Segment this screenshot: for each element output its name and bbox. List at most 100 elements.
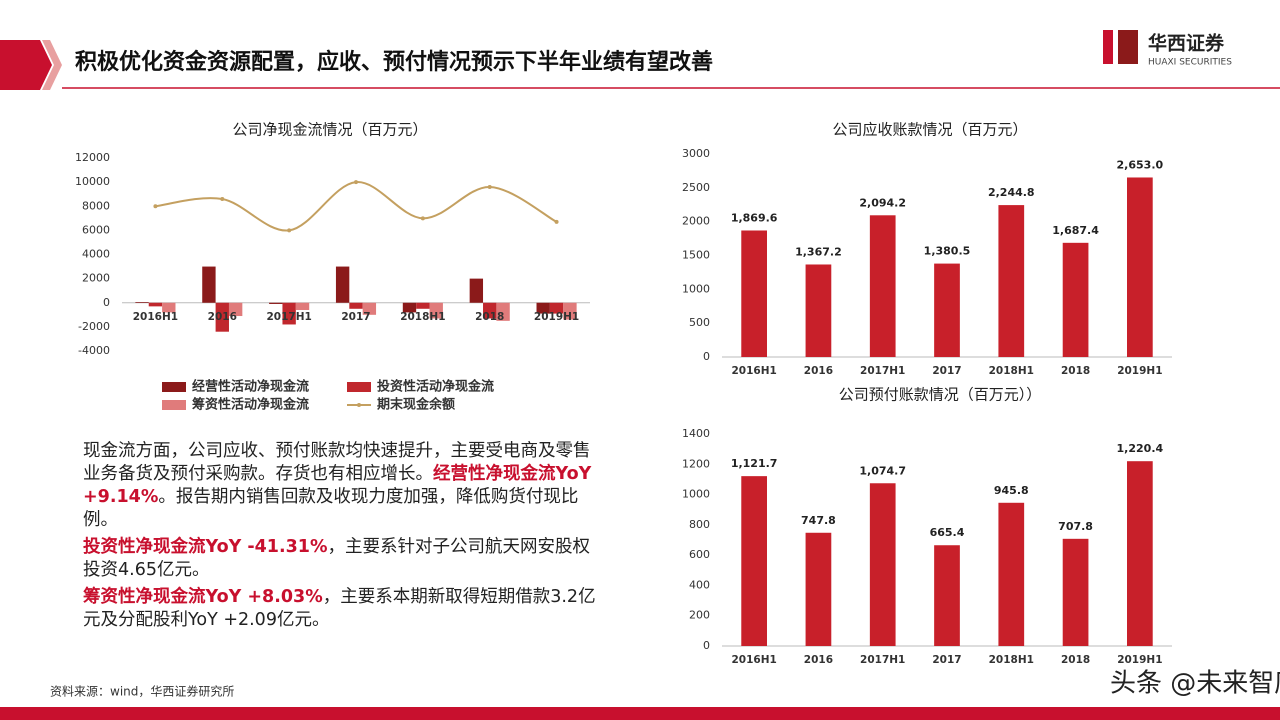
y-tick-label: 1000 bbox=[682, 488, 710, 501]
legend-label: 投资性活动净现金流 bbox=[377, 379, 494, 395]
legend-swatch bbox=[357, 403, 361, 407]
bar bbox=[563, 302, 577, 320]
y-tick-label: 2000 bbox=[82, 272, 110, 285]
x-tick-label: 2018H1 bbox=[400, 311, 445, 323]
y-tick-label: 0 bbox=[703, 639, 710, 652]
value-label: 945.8 bbox=[994, 484, 1029, 497]
value-label: 1,367.2 bbox=[795, 245, 842, 258]
bar bbox=[282, 302, 296, 325]
header-tab-accent bbox=[42, 40, 62, 90]
bar bbox=[549, 302, 564, 314]
bar bbox=[536, 302, 550, 314]
bar bbox=[335, 266, 350, 303]
x-tick-label: 2018H1 bbox=[989, 365, 1034, 377]
y-tick-label: 1400 bbox=[682, 427, 710, 440]
highlight-text: 投资性净现金流YoY -41.31% bbox=[83, 537, 328, 557]
y-tick-label: 200 bbox=[689, 609, 710, 622]
bar bbox=[934, 263, 960, 357]
y-tick-label: 500 bbox=[689, 316, 710, 329]
y-tick-label: 4000 bbox=[82, 248, 110, 261]
value-label: 1,869.6 bbox=[731, 211, 778, 224]
body-text: 现金流方面，公司应收、预付账款均快速提升，主要受电商及零售业务备货及预付采购款。… bbox=[83, 440, 603, 636]
x-tick-label: 2018H1 bbox=[989, 654, 1034, 666]
x-tick-label: 2018 bbox=[1061, 654, 1090, 666]
value-label: 2,653.0 bbox=[1117, 158, 1164, 171]
legend-label: 经营性活动净现金流 bbox=[192, 379, 309, 395]
bar bbox=[805, 532, 832, 646]
y-tick-label: 6000 bbox=[82, 223, 110, 236]
paragraph: 现金流方面，公司应收、预付账款均快速提升，主要受电商及零售业务备货及预付采购款。… bbox=[83, 440, 603, 532]
value-label: 1,687.4 bbox=[1052, 224, 1099, 237]
text-run: ，主要系本期新取得短期借款3.2亿元及分配股利YoY +2.09亿元。 bbox=[83, 587, 596, 630]
y-tick-label: 1200 bbox=[682, 457, 710, 470]
bar bbox=[162, 302, 176, 313]
paragraph: 筹资性净现金流YoY +8.03%，主要系本期新取得短期借款3.2亿元及分配股利… bbox=[83, 586, 603, 632]
bar bbox=[483, 302, 497, 319]
value-label: 707.8 bbox=[1058, 520, 1093, 533]
y-tick-label: 2500 bbox=[682, 181, 710, 194]
header-tab bbox=[0, 40, 52, 90]
y-tick-label: 8000 bbox=[82, 199, 110, 212]
bar bbox=[934, 545, 960, 646]
x-tick-label: 2017 bbox=[341, 311, 370, 323]
bar bbox=[269, 302, 283, 304]
bar bbox=[869, 215, 896, 357]
x-tick-label: 2016 bbox=[208, 311, 237, 323]
line-point bbox=[420, 216, 425, 221]
bar bbox=[416, 302, 430, 309]
chart-title: 公司净现金流情况（百万元） bbox=[232, 121, 427, 139]
legend-label: 期末现金余额 bbox=[377, 397, 455, 413]
bar bbox=[805, 264, 832, 357]
bar bbox=[215, 302, 229, 332]
y-tick-label: 1000 bbox=[682, 282, 710, 295]
bar bbox=[869, 483, 896, 646]
text-run: 现金流方面，公司应收、预付账款均快速提升，主要受电商及零售业务备货及预付采购款。… bbox=[83, 441, 591, 484]
text-run: ，主要系针对子公司航天网安股权投资4.65亿元。 bbox=[83, 537, 591, 580]
header-title: 积极优化资金资源配置，应收、预付情况预示下半年业绩有望改善 bbox=[75, 49, 713, 75]
source: 资料来源：wind，华西证券研究所 bbox=[50, 684, 234, 699]
x-tick-label: 2016H1 bbox=[731, 654, 776, 666]
y-tick-label: 10000 bbox=[75, 175, 110, 188]
x-tick-label: 2019H1 bbox=[1117, 654, 1162, 666]
bar bbox=[469, 278, 484, 303]
x-tick-label: 2017 bbox=[932, 365, 961, 377]
bar bbox=[429, 302, 443, 319]
bar bbox=[349, 302, 363, 309]
text-run: 。报告期内销售回款及收现力度加强，降低购货付现比例。 bbox=[83, 487, 579, 530]
y-tick-label: 800 bbox=[689, 518, 710, 531]
x-tick-label: 2018 bbox=[475, 311, 504, 323]
line-point bbox=[487, 184, 492, 189]
bar bbox=[148, 302, 163, 307]
bar bbox=[1127, 461, 1153, 646]
bar bbox=[741, 230, 767, 357]
logo-mark bbox=[1118, 30, 1138, 64]
bar bbox=[202, 266, 216, 303]
value-label: 1,380.5 bbox=[924, 245, 971, 258]
bar bbox=[496, 302, 510, 321]
y-tick-label: 0 bbox=[703, 350, 710, 363]
legend-swatch bbox=[162, 382, 186, 392]
x-tick-label: 2017H1 bbox=[266, 311, 311, 323]
chart-title: 公司应收账款情况（百万元） bbox=[832, 121, 1027, 139]
value-label: 2,094.2 bbox=[859, 196, 906, 209]
x-tick-label: 2019H1 bbox=[1117, 365, 1162, 377]
legend-swatch bbox=[347, 382, 371, 392]
logo-sub: HUAXI SECURITIES bbox=[1148, 58, 1232, 68]
line-point bbox=[354, 180, 358, 185]
highlight-text: 筹资性净现金流YoY +8.03% bbox=[83, 587, 323, 607]
line-point bbox=[153, 204, 158, 209]
value-label: 2,244.8 bbox=[988, 186, 1035, 199]
x-tick-label: 2016H1 bbox=[731, 365, 776, 377]
paragraph: 投资性净现金流YoY -41.31%，主要系针对子公司航天网安股权投资4.65亿… bbox=[83, 536, 603, 582]
y-tick-label: 12000 bbox=[75, 151, 110, 164]
bar bbox=[402, 302, 417, 313]
bar bbox=[295, 302, 310, 310]
x-tick-label: 2017H1 bbox=[860, 365, 905, 377]
line-point bbox=[220, 197, 225, 202]
logo-mark bbox=[1103, 30, 1113, 64]
x-tick-label: 2017H1 bbox=[860, 654, 905, 666]
value-label: 1,074.7 bbox=[859, 464, 906, 477]
y-tick-label: 600 bbox=[689, 548, 710, 561]
logo-name: 华西证券 bbox=[1148, 32, 1225, 55]
